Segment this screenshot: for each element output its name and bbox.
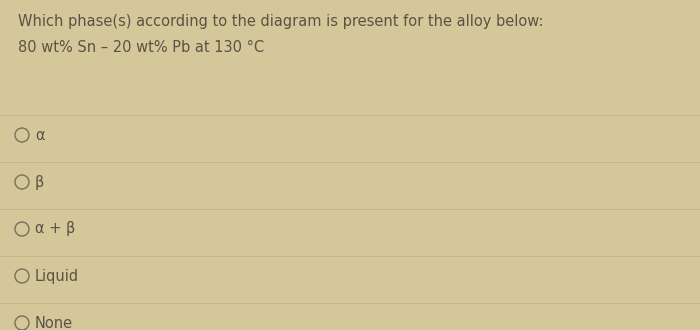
Text: α: α [35,127,45,143]
Text: Liquid: Liquid [35,269,79,283]
Text: α + β: α + β [35,221,76,237]
Text: β: β [35,175,44,189]
Text: 80 wt% Sn – 20 wt% Pb at 130 °C: 80 wt% Sn – 20 wt% Pb at 130 °C [18,40,264,55]
Text: Which phase(s) according to the diagram is present for the alloy below:: Which phase(s) according to the diagram … [18,14,543,29]
Text: None: None [35,315,73,330]
